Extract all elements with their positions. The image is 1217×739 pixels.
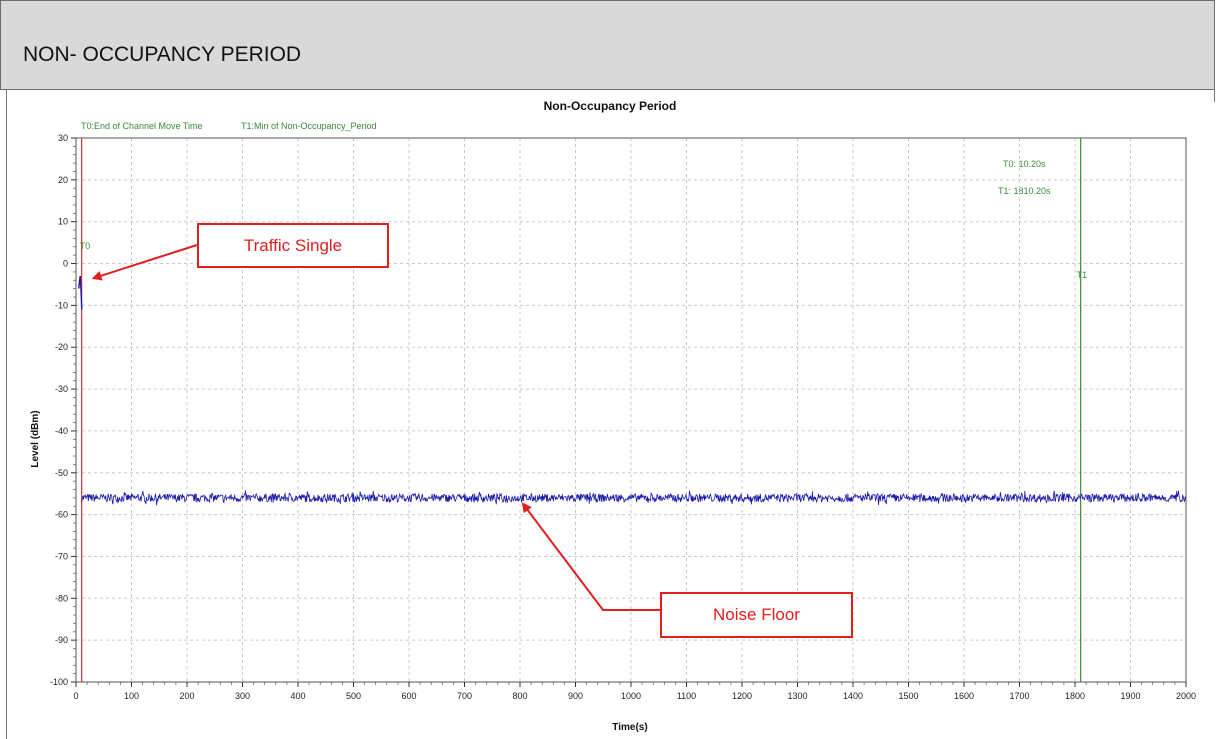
frame-right-border	[1214, 90, 1215, 102]
y-tick-label: 30	[58, 133, 68, 143]
y-tick-label: 0	[63, 259, 68, 269]
y-tick-label: 20	[58, 175, 68, 185]
y-tick-label: -50	[55, 468, 68, 478]
y-tick-label: -60	[55, 510, 68, 520]
x-tick-label: 1600	[954, 691, 974, 701]
x-tick-label: 1900	[1120, 691, 1140, 701]
x-tick-label: 2000	[1176, 691, 1196, 701]
marker-label-t1: T1	[1077, 270, 1088, 280]
x-tick-label: 400	[290, 691, 305, 701]
arrow-traffic-single	[91, 244, 198, 281]
annotation-t1: T1: 1810.20s	[998, 186, 1051, 196]
y-tick-label: -30	[55, 384, 68, 394]
y-tick-label: -20	[55, 342, 68, 352]
annotation-t0: T0: 10.20s	[1003, 159, 1046, 169]
y-tick-label: -100	[50, 677, 68, 687]
y-axis-label: Level (dBm)	[30, 410, 41, 467]
x-tick-label: 1800	[1065, 691, 1085, 701]
y-tick-label: -90	[55, 635, 68, 645]
x-tick-label: 800	[512, 691, 527, 701]
x-tick-label: 700	[457, 691, 472, 701]
legend-t0: T0:End of Channel Move Time	[81, 121, 203, 131]
page-title: NON- OCCUPANCY PERIOD	[23, 43, 302, 66]
axes: 0 100 200 300 400 500 600 700 800 900 1000 1100 1200…	[50, 133, 1196, 701]
frame-left-border	[6, 90, 7, 739]
y-tick-label: -40	[55, 426, 68, 436]
callout-traffic-single: Traffic Single	[197, 223, 389, 268]
x-tick-label: 1300	[787, 691, 807, 701]
marker-lines: T0 T1	[80, 138, 1088, 682]
marker-label-t0: T0	[80, 241, 91, 251]
traffic-signal-line	[78, 276, 83, 310]
x-tick-label: 0	[73, 691, 78, 701]
y-tick-label: -70	[55, 551, 68, 561]
chart: Non-Occupancy Period T0:End of Channel M…	[30, 99, 1196, 733]
x-tick-label: 900	[568, 691, 583, 701]
callout-traffic-single-text: Traffic Single	[243, 235, 343, 255]
x-tick-label: 1400	[843, 691, 863, 701]
x-tick-label: 200	[179, 691, 194, 701]
arrow-noise-floor	[521, 502, 660, 611]
x-tick-label: 1200	[732, 691, 752, 701]
y-tick-label: -10	[55, 300, 68, 310]
chart-title: Non-Occupancy Period	[544, 99, 677, 113]
y-tick-label: 10	[58, 217, 68, 227]
series	[78, 276, 1187, 506]
callout-noise-floor: Noise Floor	[660, 592, 853, 638]
x-tick-label: 500	[346, 691, 361, 701]
x-tick-label: 300	[235, 691, 250, 701]
callout-noise-floor-text: Noise Floor	[713, 605, 800, 624]
grid-lines	[76, 138, 1186, 682]
header-bar: NON- OCCUPANCY PERIOD	[0, 0, 1215, 90]
x-tick-label: 1000	[621, 691, 641, 701]
legend-t1: T1:Min of Non-Occupancy_Period	[241, 121, 377, 131]
x-tick-label: 1100	[677, 691, 696, 701]
noise-floor-line	[81, 490, 1187, 506]
x-axis-label: Time(s)	[612, 722, 647, 733]
y-tick-label: -80	[55, 593, 68, 603]
x-tick-label: 600	[401, 691, 416, 701]
x-tick-label: 1700	[1009, 691, 1029, 701]
x-tick-label: 1500	[898, 691, 918, 701]
callout-arrows	[91, 244, 660, 611]
x-tick-label: 100	[124, 691, 139, 701]
